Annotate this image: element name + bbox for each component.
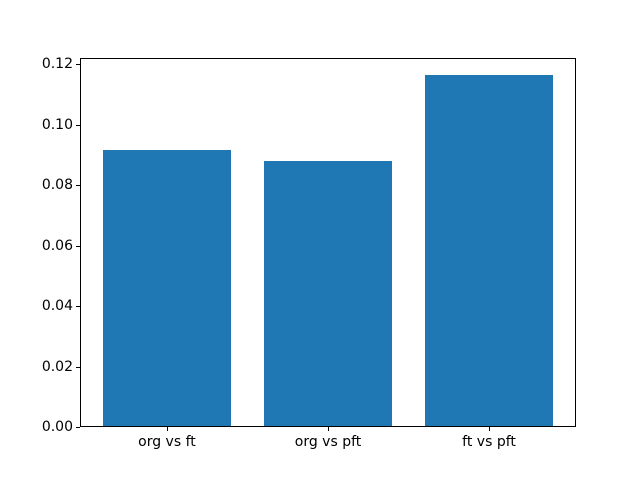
y-tick-label: 0.08 <box>41 177 73 194</box>
y-tick-label: 0.10 <box>41 116 73 133</box>
bar-org-vs-ft <box>102 150 232 427</box>
x-tick-mark <box>328 427 329 431</box>
x-tick-label: ft vs pft <box>462 434 516 450</box>
x-tick-mark <box>489 427 491 431</box>
y-tick-label: 0.12 <box>41 56 73 73</box>
y-tick-label: 0.04 <box>41 298 73 315</box>
y-tick-mark <box>76 64 80 66</box>
y-tick-mark <box>76 427 80 428</box>
y-tick-label: 0.06 <box>41 237 73 254</box>
y-tick-mark <box>76 124 80 126</box>
y-tick-label: 0.02 <box>41 358 73 375</box>
x-tick-label: org vs ft <box>138 434 196 450</box>
bar-org-vs-pft <box>263 161 393 427</box>
plot-area <box>80 58 576 427</box>
bar-ft-vs-pft <box>424 74 554 427</box>
y-tick-mark <box>76 306 80 308</box>
y-tick-mark <box>76 185 80 187</box>
y-tick-mark <box>76 245 80 247</box>
x-tick-mark <box>166 427 168 431</box>
y-tick-mark <box>76 366 80 368</box>
y-tick-label: 0.00 <box>41 419 73 435</box>
x-tick-label: org vs pft <box>294 434 362 450</box>
